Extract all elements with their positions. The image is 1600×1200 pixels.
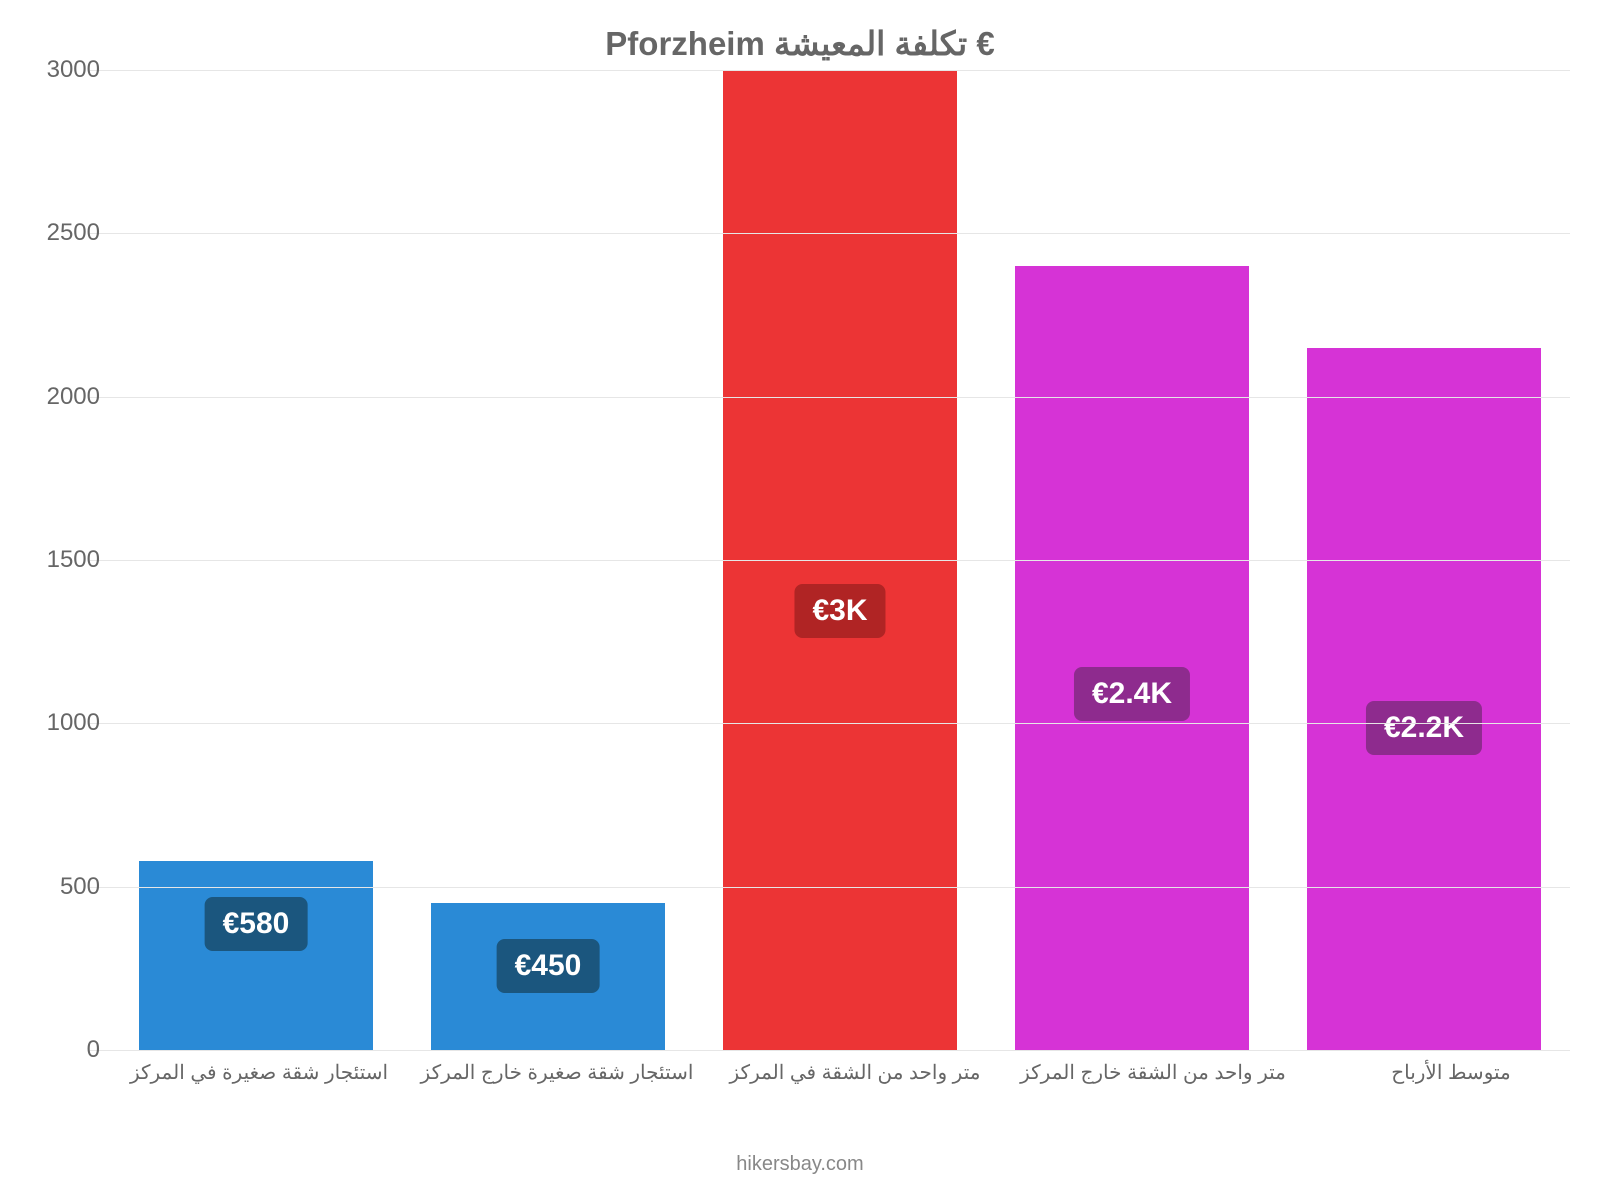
x-tick-label: استئجار شقة صغيرة في المركز xyxy=(110,1060,408,1085)
gridline xyxy=(90,70,1570,71)
value-badge: €2.4K xyxy=(1074,667,1190,721)
cost-of-living-chart: € تكلفة المعيشة Pforzheim €580 €450 €3K €2.… xyxy=(0,0,1600,1200)
y-tick-label: 2000 xyxy=(47,383,100,411)
y-tick-label: 0 xyxy=(87,1036,100,1064)
x-tick-label: متر واحد من الشقة في المركز xyxy=(706,1060,1004,1085)
gridline xyxy=(90,233,1570,234)
y-tick-label: 2500 xyxy=(47,219,100,247)
x-tick-label: استئجار شقة صغيرة خارج المركز xyxy=(408,1060,706,1085)
bar xyxy=(139,861,373,1050)
value-badge: €3K xyxy=(794,584,885,638)
x-tick-label: متر واحد من الشقة خارج المركز xyxy=(1004,1060,1302,1085)
attribution-text: hikersbay.com xyxy=(0,1153,1600,1176)
gridline xyxy=(90,887,1570,888)
value-badge: €580 xyxy=(205,897,308,951)
y-tick-label: 3000 xyxy=(47,56,100,84)
y-tick-label: 1000 xyxy=(47,709,100,737)
y-tick-label: 500 xyxy=(60,873,100,901)
x-tick-label: متوسط الأرباح xyxy=(1302,1060,1600,1085)
value-badge: €2.2K xyxy=(1366,701,1482,755)
bar xyxy=(1307,348,1541,1050)
gridline xyxy=(90,723,1570,724)
chart-title: € تكلفة المعيشة Pforzheim xyxy=(0,24,1600,63)
value-badge: €450 xyxy=(497,939,600,993)
x-axis-labels: استئجار شقة صغيرة في المركزاستئجار شقة ص… xyxy=(110,1060,1600,1085)
bar xyxy=(1015,266,1249,1050)
gridline xyxy=(90,397,1570,398)
y-tick-label: 1500 xyxy=(47,546,100,574)
plot-area: €580 €450 €3K €2.4K €2.2K xyxy=(90,70,1570,1050)
gridline xyxy=(90,1050,1570,1051)
gridline xyxy=(90,560,1570,561)
